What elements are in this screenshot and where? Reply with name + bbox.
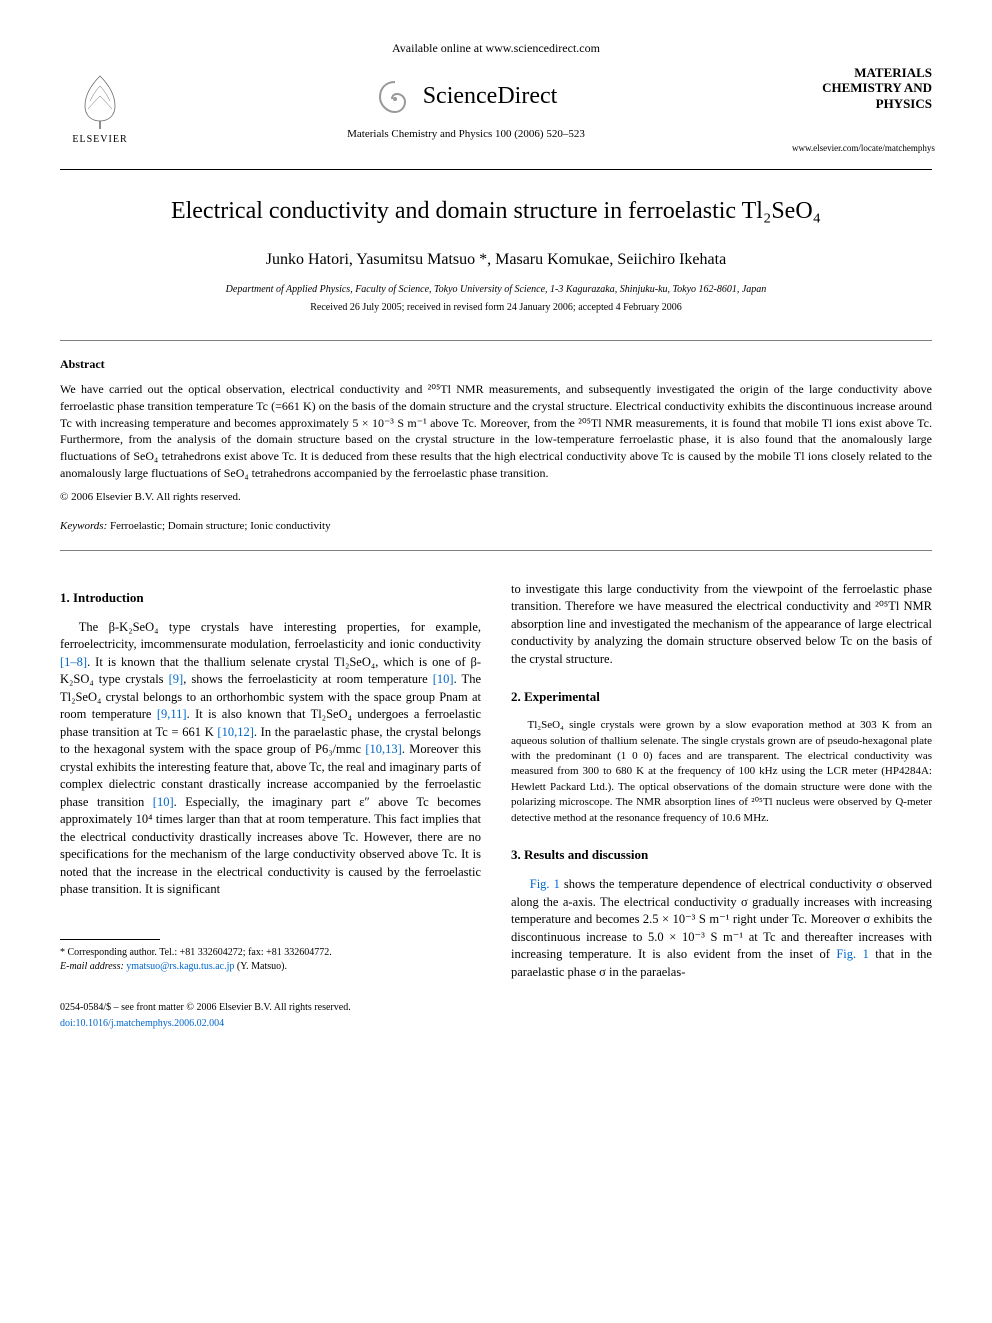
authors: Junko Hatori, Yasumitsu Matsuo *, Masaru… [60,249,932,271]
email-who: (Y. Matsuo). [237,961,287,972]
body-columns: 1. Introduction The β-K₂SeO₄ type crysta… [60,581,932,982]
journal-url: www.elsevier.com/locate/matchemphys [792,142,932,155]
intro-continuation: to investigate this large conductivity f… [511,581,932,669]
footer-doi: doi:10.1016/j.matchemphys.2006.02.004 [60,1017,932,1031]
citation-link-10-12[interactable]: [10,12] [217,725,253,739]
journal-box: MATERIALS CHEMISTRY AND PHYSICS www.else… [792,65,932,154]
email-label: E-mail address: [60,961,124,972]
citation-link-9-11[interactable]: [9,11] [157,707,187,721]
figure-1-link[interactable]: Fig. 1 [530,877,560,891]
keywords-label: Keywords: [60,520,107,532]
citation-link-1-8[interactable]: [1–8] [60,655,87,669]
abstract-bottom-rule [60,550,932,551]
header-row: ELSEVIER ScienceDirect Materials Chemist… [60,65,932,154]
sciencedirect-logo: ScienceDirect [140,77,792,117]
figure-1-link-b[interactable]: Fig. 1 [836,947,869,961]
header-rule [60,169,932,170]
journal-name-line1: MATERIALS [792,65,932,81]
citation-link-10[interactable]: [10] [433,672,454,686]
abstract-top-rule [60,340,932,341]
journal-name-line2: CHEMISTRY AND [792,80,932,96]
section-2-heading: 2. Experimental [511,688,932,706]
section-1-heading: 1. Introduction [60,589,481,607]
sciencedirect-swirl-icon [375,77,415,117]
intro-text-h: . Especially, the imaginary part ε″ abov… [60,795,481,897]
section-3-heading: 3. Results and discussion [511,846,932,864]
abstract-copyright: © 2006 Elsevier B.V. All rights reserved… [60,490,932,505]
footer-issn: 0254-0584/$ – see front matter © 2006 El… [60,1001,932,1015]
abstract-label: Abstract [60,356,932,373]
sciencedirect-text: ScienceDirect [423,80,558,114]
doi-link[interactable]: doi:10.1016/j.matchemphys.2006.02.004 [60,1018,224,1029]
elsevier-tree-icon [70,71,130,131]
keywords-text: Ferroelastic; Domain structure; Ionic co… [110,520,331,532]
journal-name-line3: PHYSICS [792,96,932,112]
center-branding: ScienceDirect Materials Chemistry and Ph… [140,77,792,142]
journal-reference: Materials Chemistry and Physics 100 (200… [140,127,792,142]
abstract-text: We have carried out the optical observat… [60,381,932,482]
keywords: Keywords: Ferroelastic; Domain structure… [60,519,932,534]
citation-link-9[interactable]: [9] [169,672,184,686]
experimental-text: Tl₂SeO₄ single crystals were grown by a … [511,718,932,826]
article-title: Electrical conductivity and domain struc… [60,195,932,229]
results-paragraph: Fig. 1 shows the temperature dependence … [511,876,932,981]
intro-text-a: The β-K₂SeO₄ type crystals have interest… [60,620,481,652]
received-dates: Received 26 July 2005; received in revis… [60,301,932,315]
available-online-text: Available online at www.sciencedirect.co… [60,40,932,57]
footnote-separator [60,939,160,940]
intro-paragraph: The β-K₂SeO₄ type crystals have interest… [60,619,481,899]
citation-link-10b[interactable]: [10] [153,795,174,809]
intro-text-c: , shows the ferroelasticity at room temp… [183,672,433,686]
footnote-email: E-mail address: ymatsuo@rs.kagu.tus.ac.j… [60,960,481,974]
left-column: 1. Introduction The β-K₂SeO₄ type crysta… [60,581,481,982]
affiliation: Department of Applied Physics, Faculty o… [60,283,932,297]
email-link[interactable]: ymatsuo@rs.kagu.tus.ac.jp [126,961,234,972]
elsevier-logo: ELSEVIER [60,69,140,149]
citation-link-10-13[interactable]: [10,13] [365,742,401,756]
right-column: to investigate this large conductivity f… [511,581,932,982]
elsevier-label: ELSEVIER [72,133,127,147]
footnote-corresponding: * Corresponding author. Tel.: +81 332604… [60,946,481,960]
